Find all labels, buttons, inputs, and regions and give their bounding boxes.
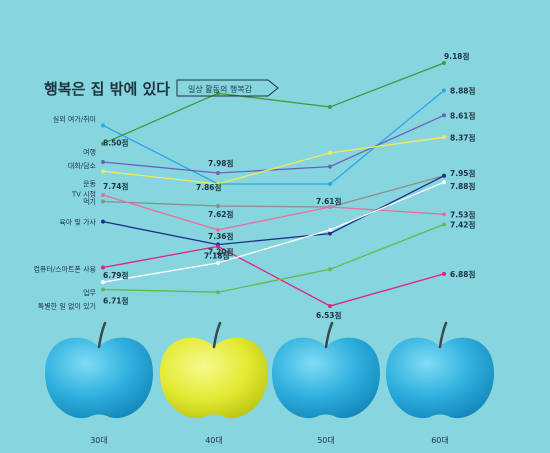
series-name-label: TV 시청 (71, 190, 96, 198)
data-label: 7.53점 (450, 209, 476, 219)
data-label: 7.98점 (208, 158, 234, 168)
data-point (101, 169, 105, 174)
x-tick-label: 40대 (205, 436, 223, 445)
data-point (328, 150, 332, 155)
data-point (216, 227, 220, 232)
data-label: 6.88점 (450, 269, 476, 279)
data-point (216, 171, 220, 176)
data-point (442, 173, 446, 178)
data-point (328, 304, 332, 308)
data-label: 6.53점 (316, 310, 342, 320)
subtitle-box: 일상 활동의 행복감 (176, 79, 279, 97)
apple-4 (386, 337, 494, 419)
data-point (216, 91, 220, 96)
data-point (101, 199, 105, 204)
series-line-conversation (102, 114, 445, 174)
data-label: 7.20점 (208, 247, 234, 257)
apple-stem-4 (438, 321, 448, 349)
series-line-outdoor (102, 89, 445, 185)
data-label: 7.42점 (450, 219, 476, 229)
x-tick-label: 30대 (90, 436, 108, 445)
series-name-label: 육아 및 가사 (59, 218, 96, 227)
data-point (216, 204, 220, 209)
data-label: 7.86점 (196, 182, 222, 192)
series-line-tv (102, 175, 445, 208)
series-name-label: 업무 (83, 289, 96, 297)
apple-stem-2 (212, 321, 222, 349)
series-line-childcare (102, 175, 445, 246)
series-line-exercise (102, 136, 445, 185)
data-label: 7.18점 (204, 250, 230, 260)
series-name-label: 특별한 일 없이 있기 (38, 301, 96, 310)
chart-title: 행복은 집 밖에 있다 (44, 80, 170, 98)
data-label: 7.62점 (208, 209, 234, 219)
data-point (442, 113, 446, 118)
data-label: 8.50점 (103, 137, 129, 147)
apple-2 (160, 337, 268, 419)
data-points-group (101, 61, 446, 308)
series-name-label: 컴퓨터/스마트폰 사용 (33, 264, 96, 273)
data-point (101, 193, 105, 198)
apple-1 (45, 337, 153, 419)
data-label: 7.36점 (208, 231, 234, 241)
data-point (442, 180, 446, 185)
data-point (328, 231, 332, 236)
data-label: 9.18점 (444, 51, 470, 61)
data-point (328, 227, 332, 232)
data-point (101, 280, 105, 285)
series-name-label: 운동 (83, 180, 96, 188)
chart-subtitle: 일상 활동의 행복감 (188, 84, 253, 94)
data-label: 7.61점 (316, 196, 342, 206)
data-point (216, 290, 220, 295)
apple-stem-3 (324, 321, 334, 349)
series-line-work (102, 181, 445, 283)
data-label: 8.61점 (450, 110, 476, 120)
data-point (328, 182, 332, 187)
data-point (101, 265, 105, 270)
data-label: 7.88점 (450, 181, 476, 191)
series-line-nothing (102, 223, 445, 293)
data-point (101, 287, 105, 292)
series-name-label: 실외 여가/취미 (53, 114, 96, 123)
series-line-travel (102, 62, 445, 145)
data-label: 7.95점 (450, 168, 476, 178)
x-tick-label: 60대 (431, 436, 449, 445)
data-point (442, 222, 446, 227)
data-point (101, 219, 105, 224)
apple-stem-1 (97, 321, 107, 349)
series-lines-group (102, 62, 445, 307)
data-point (442, 212, 446, 217)
data-point (101, 141, 105, 146)
series-name-label: 여행 (83, 148, 96, 157)
data-point (328, 164, 332, 169)
data-point (328, 267, 332, 272)
data-label: 6.79점 (103, 270, 129, 280)
data-point (101, 160, 105, 165)
data-point (442, 135, 446, 140)
data-label: 8.88점 (450, 86, 476, 96)
data-point (216, 260, 220, 265)
data-label: 8.37점 (450, 132, 476, 142)
series-line-computer (102, 245, 445, 307)
series-name-label: 대화/담소 (68, 161, 97, 170)
data-label: 6.71점 (103, 295, 129, 305)
data-point (101, 123, 105, 128)
series-line-eating (102, 194, 445, 231)
apples-group: 30대 40대 50대 60대 (45, 321, 494, 445)
data-label: 7.74점 (103, 181, 129, 191)
apple-3 (272, 337, 380, 419)
data-point (216, 244, 220, 249)
data-point (216, 182, 220, 187)
data-point (328, 105, 332, 110)
data-point (328, 204, 332, 209)
x-tick-label: 50대 (317, 436, 335, 445)
data-point (442, 61, 446, 65)
data-point (442, 271, 446, 276)
series-name-label: 먹기 (83, 197, 96, 206)
data-point (442, 88, 446, 93)
